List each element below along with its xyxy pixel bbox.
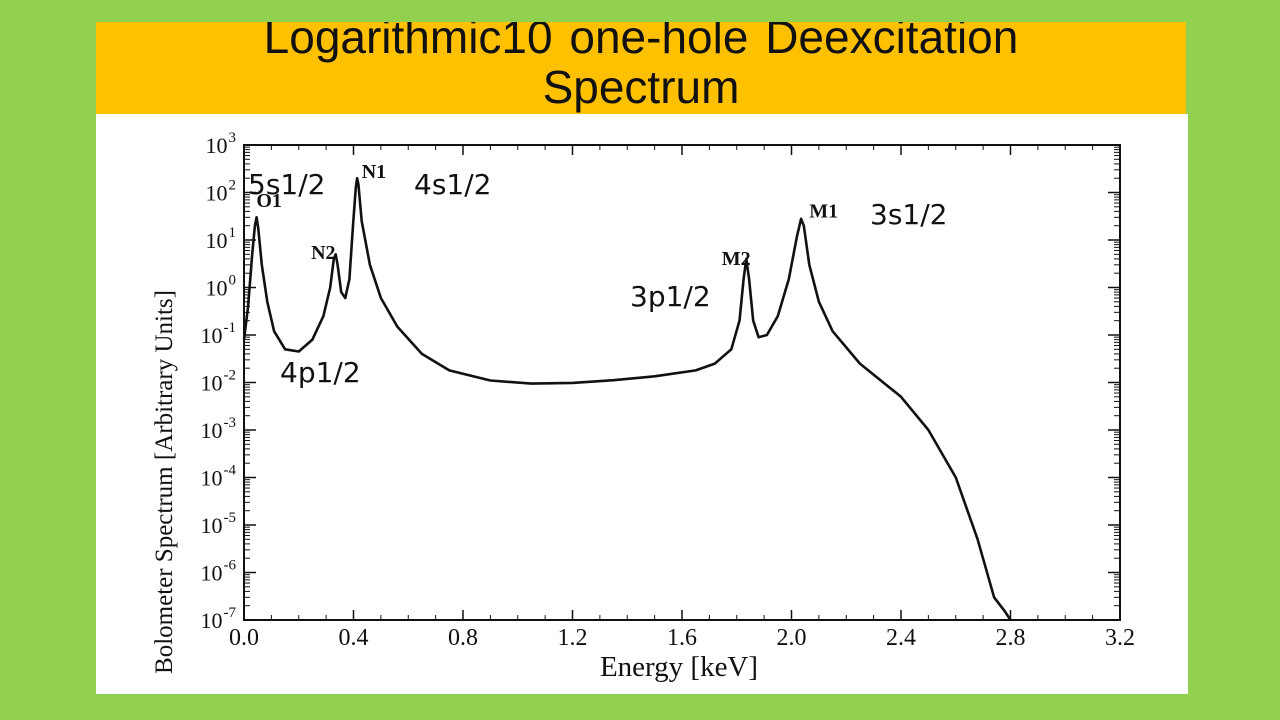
plot-panel: 0.0 0.4 0.8 1.2 1.6 2.0 2.4 2.8 3.2 103 102 101 100… xyxy=(96,114,1188,694)
callout-4p1-2: 4p1/2 xyxy=(280,356,361,389)
y-tick-exponent: -3 xyxy=(224,415,237,431)
spectrum-line xyxy=(242,176,1012,621)
spectrum-chart: 0.0 0.4 0.8 1.2 1.6 2.0 2.4 2.8 3.2 103102101100… xyxy=(151,130,1135,683)
y-axis-label: Bolometer Spectrum [Arbitrary Units] xyxy=(151,290,178,674)
peak-label: M2 xyxy=(722,248,751,270)
y-tick-exponent: 0 xyxy=(229,273,237,289)
callout-3p1-2: 3p1/2 xyxy=(630,280,711,313)
x-tick-label: 2.4 xyxy=(886,625,916,651)
callout-3s1-2: 3s1/2 xyxy=(870,198,947,231)
x-tick-label: 0.8 xyxy=(448,625,478,651)
callout-5s1-2: 5s1/2 xyxy=(248,168,325,201)
slide-title: Logarithmic10 one-hole Deexcitation Spec… xyxy=(263,22,1019,113)
y-tick-label: 10-5 xyxy=(201,510,237,538)
y-tick-label: 10-3 xyxy=(201,415,237,443)
peak-label: O1 xyxy=(256,190,282,212)
y-tick-label: 10-4 xyxy=(201,463,237,491)
y-tick-exponent: -6 xyxy=(224,558,237,574)
x-tick-label: 1.2 xyxy=(558,625,588,651)
title-bar: Logarithmic10 one-hole Deexcitation Spec… xyxy=(96,22,1186,114)
y-tick-label: 100 xyxy=(206,273,237,301)
y-tick-label: 101 xyxy=(206,225,237,253)
peak-label: N1 xyxy=(362,161,386,183)
y-tick-exponent: 1 xyxy=(229,225,237,241)
callout-4s1-2: 4s1/2 xyxy=(414,168,491,201)
x-tick-label: 2.8 xyxy=(996,625,1026,651)
x-tick-label: 1.6 xyxy=(667,625,697,651)
peak-label: M1 xyxy=(809,200,838,222)
x-tick-label: 0.0 xyxy=(229,625,259,651)
y-tick-exponent: 2 xyxy=(229,178,237,194)
y-tick-label: 10-1 xyxy=(201,320,237,348)
y-tick-label: 10-6 xyxy=(201,558,237,586)
y-tick-label: 10-7 xyxy=(201,605,237,633)
y-tick-label: 102 xyxy=(206,178,237,206)
plot-frame xyxy=(243,144,1121,621)
peak-labels: O1 N2 N1 M2 M1 xyxy=(256,161,838,270)
y-tick-exponent: -4 xyxy=(224,463,237,479)
y-tick-label: 103 xyxy=(206,130,237,158)
y-tick-exponent: -1 xyxy=(224,320,237,336)
x-axis-label: Energy [keV] xyxy=(600,651,758,683)
x-tick-label: 2.0 xyxy=(777,625,807,651)
x-tick-label: 0.4 xyxy=(339,625,369,651)
y-tick-exponent: -5 xyxy=(224,510,237,526)
plot-border xyxy=(243,144,1121,621)
y-tick-exponent: -7 xyxy=(224,605,237,621)
y-tick-exponent: -2 xyxy=(224,368,237,384)
peak-label: N2 xyxy=(311,242,335,264)
y-tick-exponent: 3 xyxy=(229,130,237,146)
y-tick-label: 10-2 xyxy=(201,368,237,396)
x-tick-label: 3.2 xyxy=(1105,625,1135,651)
x-axis-ticks: 0.0 0.4 0.8 1.2 1.6 2.0 2.4 2.8 3.2 xyxy=(229,145,1135,651)
spectrum-series xyxy=(242,176,1012,621)
